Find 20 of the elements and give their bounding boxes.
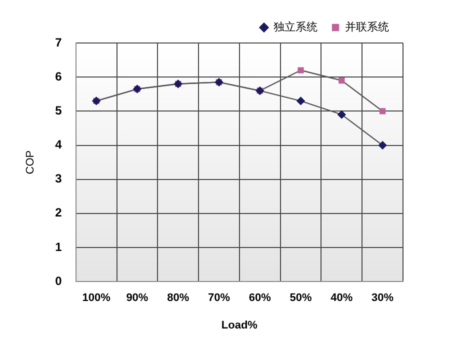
x-tick-label: 100% bbox=[82, 292, 111, 304]
x-tick-label: 30% bbox=[372, 292, 394, 304]
y-axis-title: COP bbox=[24, 150, 37, 174]
x-tick-label: 90% bbox=[126, 292, 148, 304]
x-tick-label: 80% bbox=[167, 292, 190, 304]
x-axis-title: Load% bbox=[221, 319, 258, 332]
y-tick-label: 5 bbox=[55, 103, 62, 118]
legend-label: 独立系统 bbox=[274, 20, 318, 34]
y-tick-label: 2 bbox=[55, 206, 62, 220]
x-tick-label: 50% bbox=[290, 292, 312, 304]
y-tick-label: 6 bbox=[55, 69, 62, 84]
x-tick-label: 70% bbox=[208, 292, 230, 304]
y-tick-label: 0 bbox=[55, 274, 62, 288]
y-tick-label: 1 bbox=[55, 240, 62, 254]
x-tick-label: 60% bbox=[248, 292, 272, 304]
y-tick-label: 3 bbox=[55, 172, 62, 186]
x-tick-label: 40% bbox=[330, 292, 353, 304]
y-tick-label: 7 bbox=[55, 35, 62, 50]
legend-label: 并联系统 bbox=[345, 20, 389, 34]
y-tick-label: 4 bbox=[55, 138, 62, 152]
